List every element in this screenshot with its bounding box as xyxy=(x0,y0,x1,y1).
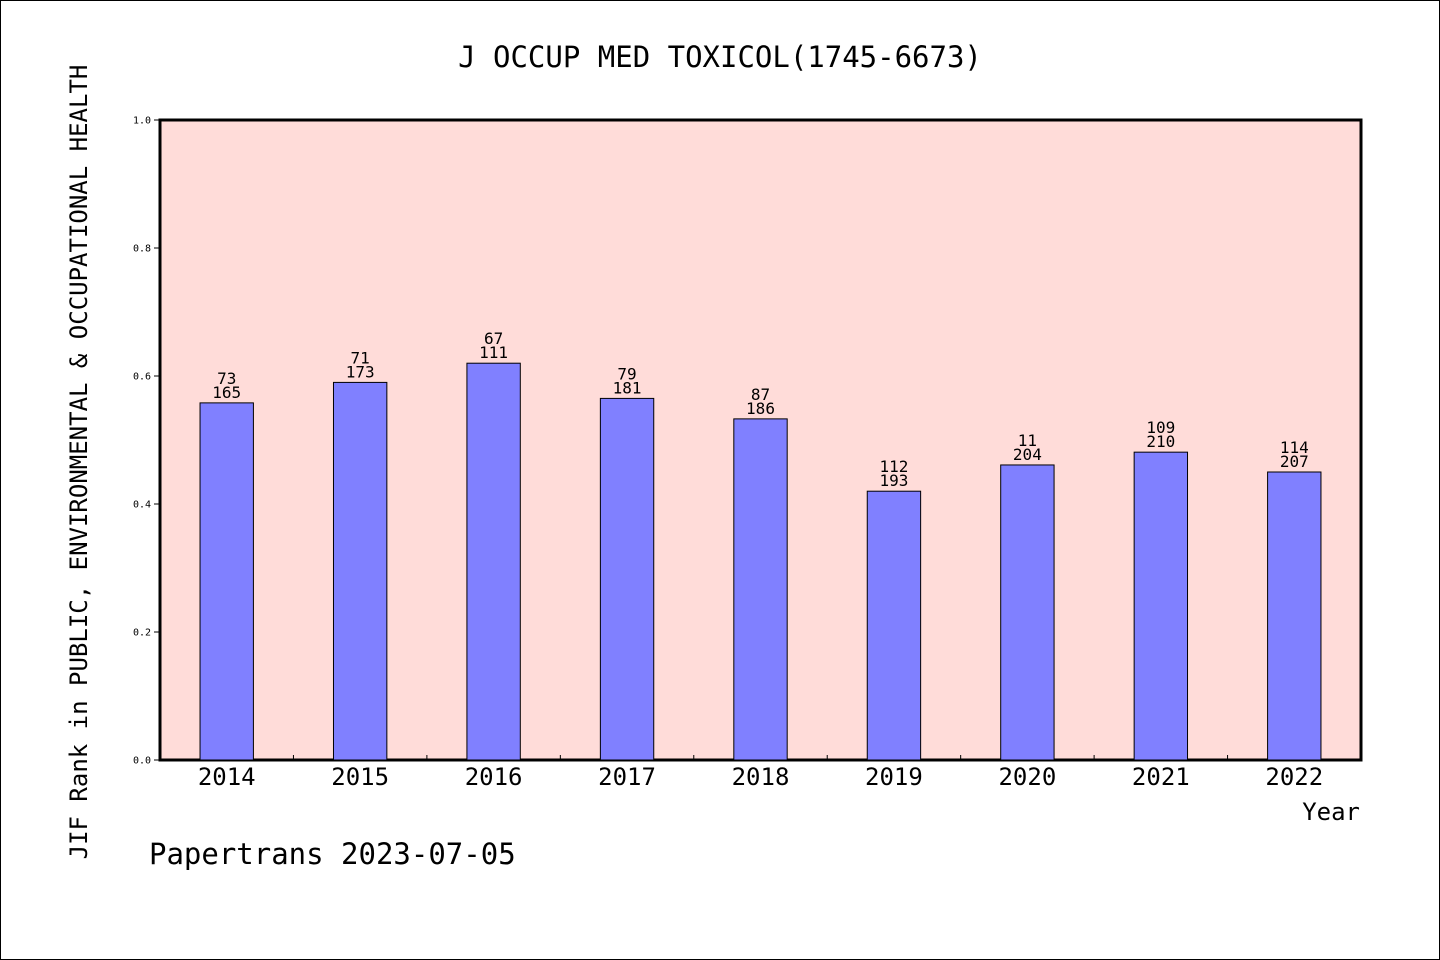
bar-2015 xyxy=(332,381,388,761)
bar-2016 xyxy=(466,362,521,761)
data-label-rank-2019: 112 xyxy=(879,457,908,476)
data-label-total-2021: 210 xyxy=(1146,432,1175,451)
x-tick-label-2017: 2017 xyxy=(598,763,656,791)
bar-group xyxy=(199,362,1322,761)
x-axis: 2014 2015 2016 2017 2018 2019 2020 2021 2022 xyxy=(198,755,1323,791)
x-tick-label-2021: 2021 xyxy=(1132,763,1190,791)
data-label-total-2018: 186 xyxy=(746,399,775,418)
bar-2014 xyxy=(199,402,254,761)
y-tick-label-0.4: 0.4 xyxy=(133,500,151,511)
x-tick-label-2015: 2015 xyxy=(331,763,389,791)
x-tick-label-2020: 2020 xyxy=(998,763,1056,791)
footer-text: Papertrans 2023-07-05 xyxy=(149,837,516,871)
y-tick-label-1.0: 1.0 xyxy=(133,116,151,127)
bar-2021 xyxy=(1133,451,1189,761)
y-tick-label-0.0: 0.0 xyxy=(133,756,151,767)
data-label-total-2019: 193 xyxy=(879,471,908,490)
data-label-rank-2018: 87 xyxy=(751,385,770,404)
y-axis: 0.0 0.2 0.4 0.6 0.8 1.0 xyxy=(133,116,160,767)
y-tick-label-0.6: 0.6 xyxy=(133,372,151,383)
x-tick-label-2014: 2014 xyxy=(198,763,256,791)
data-label-total-2022: 207 xyxy=(1280,452,1309,471)
bar-2022 xyxy=(1267,471,1322,761)
bar-2020 xyxy=(1000,464,1055,761)
y-tick-label-0.2: 0.2 xyxy=(133,628,151,639)
data-label-rank-2015: 71 xyxy=(351,348,370,367)
data-label-rank-2022: 114 xyxy=(1280,438,1309,457)
data-label-rank-2016: 67 xyxy=(484,329,503,348)
bar-2018 xyxy=(733,418,788,761)
data-label-rank-2014: 73 xyxy=(217,369,236,388)
x-tick-label-2018: 2018 xyxy=(732,763,790,791)
chart-title: J OCCUP MED TOXICOL(1745-6673) xyxy=(458,40,982,74)
data-label-rank-2021: 109 xyxy=(1146,418,1175,437)
data-label-total-2020: 204 xyxy=(1013,445,1042,464)
x-axis-label: Year xyxy=(1302,798,1360,826)
x-tick-label-2016: 2016 xyxy=(465,763,523,791)
data-label-total-2017: 181 xyxy=(613,378,642,397)
data-label-total-2015: 173 xyxy=(346,362,375,381)
data-label-total-2014: 165 xyxy=(212,383,241,402)
bar-2019 xyxy=(866,490,922,761)
bar-2017 xyxy=(599,397,655,761)
x-tick-label-2022: 2022 xyxy=(1265,763,1323,791)
data-label-total-2016: 111 xyxy=(479,343,508,362)
y-axis-label: JIF Rank in PUBLIC, ENVIRONMENTAL & OCCU… xyxy=(65,65,93,860)
data-label-rank-2017: 79 xyxy=(617,364,636,383)
y-tick-label-0.8: 0.8 xyxy=(133,244,151,255)
data-label-rank-2020: 11 xyxy=(1018,431,1037,450)
x-tick-label-2019: 2019 xyxy=(865,763,923,791)
